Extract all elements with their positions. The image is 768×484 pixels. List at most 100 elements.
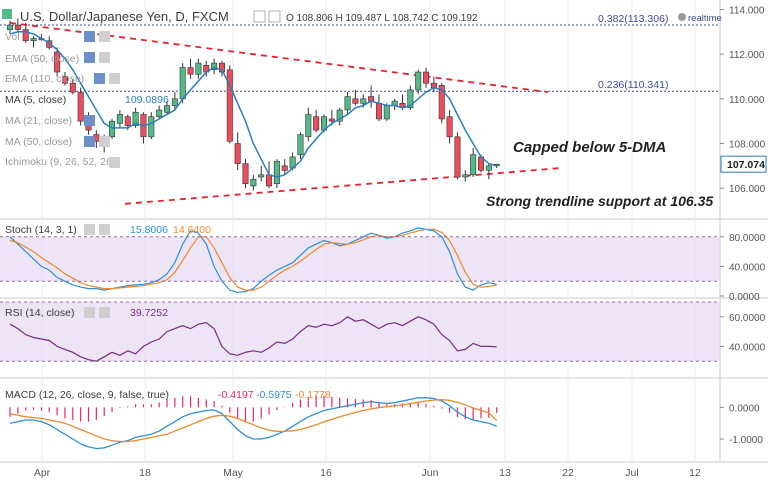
candle-body: [250, 178, 257, 187]
candles: [7, 18, 500, 191]
candle-body: [116, 114, 123, 124]
candle-body: [305, 114, 312, 138]
candle-body: [46, 40, 53, 48]
candle-body: [77, 91, 84, 122]
vol-close-icon[interactable]: [99, 31, 110, 42]
stoch-label: Stoch (14, 3, 1): [5, 224, 77, 236]
y-tick-label: 114.000: [729, 5, 765, 16]
vol-settings-icon[interactable]: [84, 31, 95, 42]
rsi-axis: 60.0000 40.0000: [0, 301, 766, 362]
candle-body: [187, 67, 194, 75]
time-axis: Apr 18 May 16 Jun 13 22 Jul 12: [34, 467, 701, 479]
ema2-settings-icon[interactable]: [94, 73, 105, 84]
stoch-d-value: 14.6400: [173, 224, 211, 236]
candle-body: [242, 163, 249, 185]
candle-body: [258, 174, 265, 178]
candle-body: [470, 154, 477, 176]
candle-body: [336, 109, 343, 122]
candle-body: [266, 174, 273, 187]
ema2-label: EMA (110, close): [5, 73, 84, 85]
candle-body: [148, 116, 155, 138]
rsi-line: [9, 316, 497, 362]
current-price-value: 107.074: [727, 159, 765, 171]
candle-body: [211, 62, 218, 71]
x-tick-label: 22: [562, 467, 574, 479]
vol-label: Vol: [5, 31, 20, 43]
y-tick-label: 106.000: [729, 184, 766, 195]
rsi-settings-icon[interactable]: [99, 307, 110, 318]
y-tick-label: 0.0000: [729, 292, 760, 303]
fib-levels: 0.382(113.306) 0.236(110.341): [0, 13, 720, 92]
rsi-label: RSI (14, close): [5, 307, 74, 319]
ema1-close-icon[interactable]: [99, 52, 110, 63]
macd-signal-line: [9, 399, 498, 443]
chart-title: U.S. Dollar/Japanese Yen, D, FXCM: [20, 9, 229, 24]
x-tick-label: Apr: [34, 467, 51, 479]
candle-body: [179, 67, 186, 100]
ma5-line: [9, 31, 497, 178]
rsi-value: 39.7252: [130, 307, 168, 319]
y-tick-label: 110.000: [729, 95, 765, 106]
stoch-pane: 80.0000 40.0000 0.0000: [0, 227, 766, 303]
candle-body: [54, 51, 61, 73]
candle-body: [438, 85, 445, 120]
macd-line: [9, 397, 497, 450]
trendlines: [9, 21, 561, 205]
ma50-settings-icon[interactable]: [84, 136, 95, 147]
candle-body: [22, 29, 29, 42]
ma5-value: 109.0896: [125, 94, 169, 106]
y-tick-label: 80.0000: [729, 233, 766, 244]
macd-histogram: [9, 395, 498, 422]
y-tick-label: 40.0000: [729, 262, 766, 273]
candle-body: [273, 161, 280, 185]
y-tick-label: -1.0000: [729, 435, 763, 446]
rsi-eye-icon[interactable]: [84, 307, 95, 318]
ma5-label: MA (5, close): [5, 94, 66, 106]
macd-axis: 0.0000 -1.0000: [720, 403, 763, 446]
candle-body: [485, 165, 492, 171]
candle-body: [375, 102, 382, 120]
y-tick-label: 108.000: [729, 140, 766, 151]
candle-body: [281, 165, 288, 171]
y-tick-label: 0.0000: [729, 403, 760, 414]
ema2-close-icon[interactable]: [109, 73, 120, 84]
capped-annotation: Capped below 5-DMA: [513, 139, 666, 156]
ma50-close-icon[interactable]: [99, 136, 110, 147]
candle-body: [195, 62, 202, 75]
candle-body: [7, 24, 14, 30]
x-tick-label: 13: [499, 467, 511, 479]
candle-body: [352, 98, 359, 104]
macd-pane: 0.0000 -1.0000: [9, 395, 763, 450]
candle-body: [297, 134, 304, 155]
macd-hist-value: -0.4197: [218, 389, 254, 401]
ma21-settings-icon[interactable]: [84, 115, 95, 126]
settings-icon[interactable]: [268, 10, 281, 23]
ichimoku-label: Ichimoku (9, 26, 52, 26): [5, 156, 115, 168]
candle-body: [234, 143, 241, 164]
candle-body: [218, 62, 225, 73]
support-trendline: [124, 167, 561, 205]
candle-body: [344, 96, 351, 111]
candle-body: [313, 116, 320, 131]
x-tick-label: Jun: [422, 467, 439, 479]
y-tick-label: 112.000: [729, 50, 765, 61]
stoch-eye-icon[interactable]: [84, 224, 95, 235]
candle-body: [446, 116, 453, 138]
legend-buttons: [84, 31, 120, 168]
x-tick-label: May: [223, 467, 244, 479]
rsi-band: [0, 302, 720, 362]
ma21-label: MA (21, close): [5, 115, 72, 127]
realtime-label: realtime: [688, 13, 722, 24]
candle-body: [14, 24, 21, 30]
x-tick-label: 12: [689, 467, 701, 479]
vertical-gridlines: [41, 0, 696, 462]
candle-body: [109, 120, 116, 138]
candle-body: [423, 71, 430, 84]
ichimoku-close-icon[interactable]: [109, 157, 120, 168]
eye-icon[interactable]: [253, 10, 266, 23]
current-price-tag: 107.074: [720, 155, 767, 173]
candle-body: [383, 105, 390, 120]
stoch-settings-icon[interactable]: [99, 224, 110, 235]
ema1-settings-icon[interactable]: [84, 52, 95, 63]
candle-body: [171, 98, 178, 106]
